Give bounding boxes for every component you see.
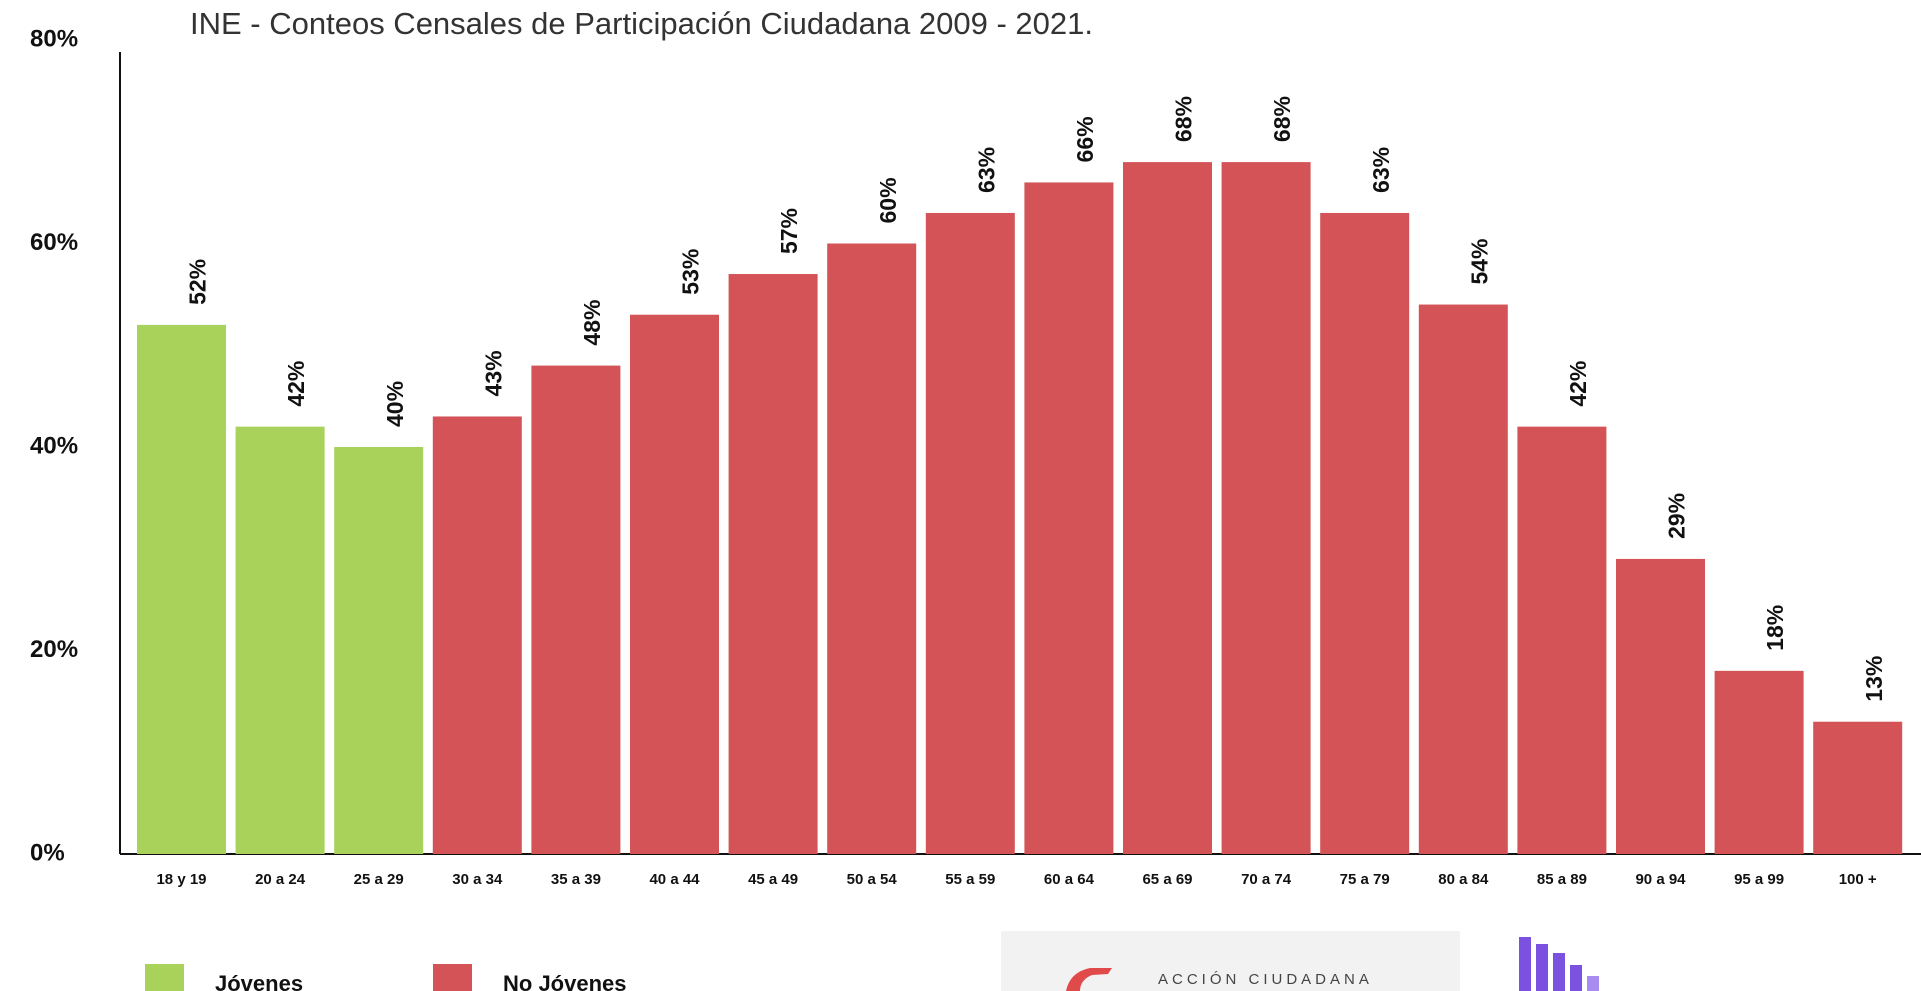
bar bbox=[1123, 162, 1212, 855]
value-label: 13% bbox=[1861, 656, 1887, 702]
logo-text: ACCIÓN CIUDADANA bbox=[1158, 971, 1373, 988]
value-label: 43% bbox=[480, 350, 506, 396]
x-tick-label: 35 a 39 bbox=[551, 871, 601, 888]
x-tick-label: 80 a 84 bbox=[1438, 871, 1489, 888]
bar bbox=[1517, 426, 1607, 854]
bar bbox=[1221, 162, 1311, 855]
y-tick-label: 40% bbox=[30, 432, 78, 459]
x-tick-label: 30 a 34 bbox=[452, 871, 503, 888]
value-label: 52% bbox=[185, 259, 211, 305]
legend-swatch bbox=[145, 964, 184, 991]
value-label: 66% bbox=[1072, 116, 1098, 162]
x-tick-label: 45 a 49 bbox=[748, 871, 798, 888]
x-tick-label: 95 a 99 bbox=[1734, 871, 1784, 888]
value-label: 63% bbox=[973, 147, 999, 193]
bar bbox=[925, 212, 1015, 855]
bar bbox=[531, 365, 621, 854]
logo-icon bbox=[1066, 968, 1112, 991]
chart-title: INE - Conteos Censales de Participación … bbox=[190, 6, 1093, 41]
bar bbox=[630, 314, 719, 855]
x-tick-label: 85 a 89 bbox=[1537, 871, 1587, 888]
x-tick-label: 70 a 74 bbox=[1241, 871, 1292, 888]
bar bbox=[1813, 721, 1903, 854]
value-label: 68% bbox=[1269, 96, 1295, 142]
value-label: 40% bbox=[382, 381, 408, 427]
value-label: 18% bbox=[1762, 605, 1788, 651]
x-tick-label: 18 y 19 bbox=[156, 871, 206, 888]
bar bbox=[334, 447, 424, 854]
x-tick-label: 20 a 24 bbox=[255, 871, 306, 888]
value-label: 60% bbox=[875, 177, 901, 223]
x-tick-label: 75 a 79 bbox=[1340, 871, 1390, 888]
bar bbox=[728, 274, 818, 854]
bar bbox=[235, 426, 325, 854]
bar bbox=[1616, 558, 1705, 854]
x-tick-label: 65 a 69 bbox=[1142, 871, 1192, 888]
bar bbox=[1418, 304, 1508, 854]
value-label: 53% bbox=[678, 249, 704, 295]
value-label: 54% bbox=[1466, 239, 1492, 285]
x-tick-label: 50 a 54 bbox=[847, 871, 898, 888]
value-label: 42% bbox=[1565, 361, 1591, 407]
legend-swatch bbox=[433, 964, 472, 991]
value-label: 68% bbox=[1171, 96, 1197, 142]
bar bbox=[137, 324, 226, 854]
y-tick-label: 60% bbox=[30, 229, 78, 256]
logo-bars bbox=[1519, 937, 1599, 991]
value-label: 48% bbox=[579, 300, 605, 346]
x-tick-label: 100 + bbox=[1839, 871, 1877, 888]
bar bbox=[1320, 212, 1410, 855]
bar bbox=[1714, 670, 1804, 854]
x-tick-label: 55 a 59 bbox=[945, 871, 995, 888]
value-label: 63% bbox=[1368, 147, 1394, 193]
bar bbox=[1024, 182, 1114, 854]
x-tick-label: 90 a 94 bbox=[1635, 871, 1686, 888]
legend-label: Jóvenes bbox=[215, 971, 303, 991]
legend-label: No Jóvenes bbox=[503, 971, 627, 991]
bar bbox=[827, 243, 917, 854]
value-label: 57% bbox=[776, 208, 802, 254]
value-label: 29% bbox=[1664, 493, 1690, 539]
x-tick-label: 60 a 64 bbox=[1044, 871, 1095, 888]
y-tick-label: 80% bbox=[30, 25, 78, 52]
value-label: 42% bbox=[283, 361, 309, 407]
bar bbox=[432, 416, 522, 854]
y-tick-label: 0% bbox=[30, 839, 65, 866]
x-tick-label: 40 a 44 bbox=[649, 871, 700, 888]
y-tick-label: 20% bbox=[30, 636, 78, 663]
x-tick-label: 25 a 29 bbox=[354, 871, 404, 888]
